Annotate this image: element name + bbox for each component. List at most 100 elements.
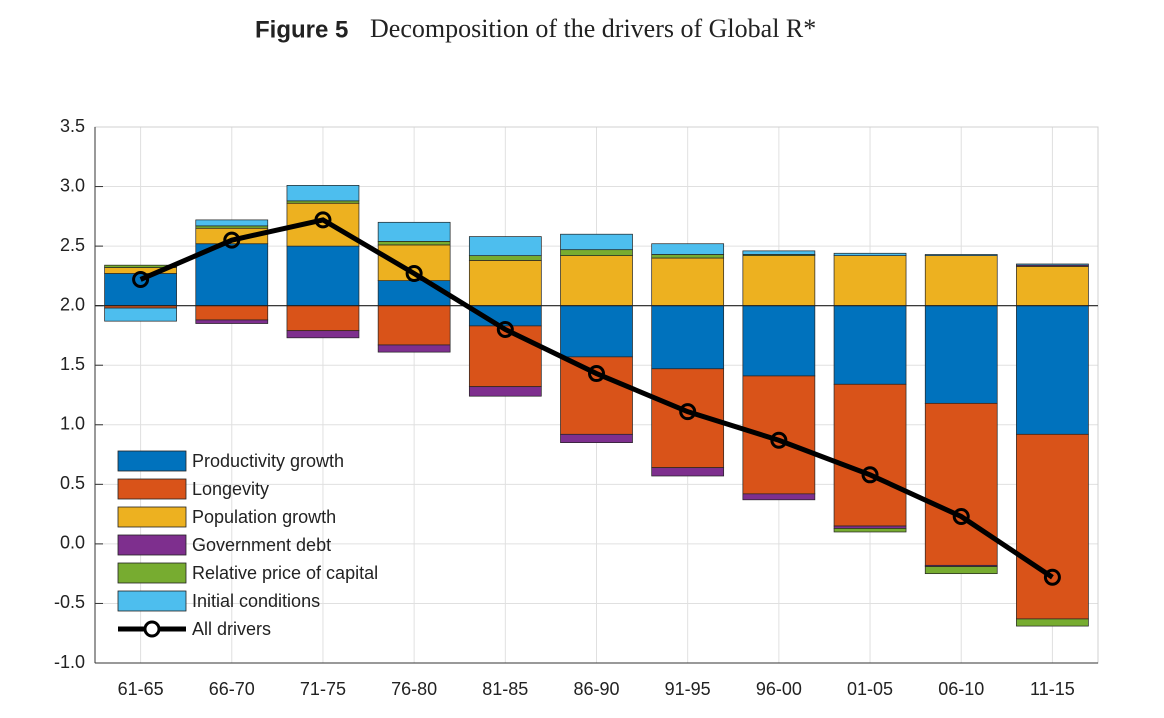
legend-swatch <box>117 506 187 528</box>
bar-segment <box>924 254 998 256</box>
x-tick-label: 06-10 <box>938 679 984 699</box>
line-marker <box>405 265 423 283</box>
bar-segment <box>924 566 998 575</box>
legend-swatch <box>117 590 187 612</box>
chart-title: Decomposition of the drivers of Global R… <box>370 14 816 43</box>
bar-segment <box>651 305 725 370</box>
line-marker <box>588 365 605 383</box>
bar-segment <box>286 245 360 307</box>
bar-segment <box>924 402 998 566</box>
line-marker <box>861 466 879 484</box>
bar-segment <box>651 257 725 307</box>
line-marker <box>314 211 332 229</box>
bar-segment <box>468 386 542 397</box>
line-marker <box>132 270 150 288</box>
y-tick-label: 1.0 <box>60 414 85 434</box>
x-tick-label: 86-90 <box>573 679 619 699</box>
legend-label: Population growth <box>192 507 336 527</box>
y-tick-label: -1.0 <box>54 652 85 672</box>
bar-segment <box>377 344 451 353</box>
bar-segment <box>560 233 633 251</box>
bar-segment <box>651 243 725 255</box>
line-marker <box>952 507 970 525</box>
bar-segment <box>833 252 907 256</box>
bar-segment <box>651 254 725 259</box>
bar-segment <box>286 305 360 332</box>
bar-segment <box>468 255 542 261</box>
line-series <box>139 217 1054 580</box>
bar-segment <box>286 185 360 202</box>
bar-segment <box>742 493 816 501</box>
bar-segment <box>651 467 725 477</box>
bar-segment <box>1016 433 1089 620</box>
x-tick-label: 11-15 <box>1030 679 1075 699</box>
x-tick-label: 81-85 <box>482 679 528 699</box>
line-marker <box>496 320 514 338</box>
legend-swatch <box>117 478 187 500</box>
bar-segment <box>377 280 451 307</box>
bar-segment <box>1016 305 1089 435</box>
bar-segment <box>924 305 998 404</box>
bar-segment <box>195 243 269 307</box>
bar-segment <box>286 200 360 204</box>
legend-label: Longevity <box>192 479 269 499</box>
y-tick-label: 2.0 <box>60 294 85 314</box>
line-marker <box>1043 568 1061 586</box>
bar-segment <box>924 255 998 307</box>
bar-segment <box>742 255 816 307</box>
bar-segment <box>560 249 633 256</box>
legend-swatch <box>117 562 187 584</box>
y-tick-label: 3.5 <box>60 116 85 136</box>
legend-label: Government debt <box>192 535 331 555</box>
bar-segment <box>742 305 816 377</box>
bar-segment <box>195 305 269 321</box>
bar-segment <box>833 255 907 307</box>
bar-segment <box>560 305 633 358</box>
line-marker <box>223 231 241 249</box>
y-tick-label: 1.5 <box>60 354 85 374</box>
bar-segment <box>195 319 269 324</box>
bar-segment <box>377 305 451 346</box>
line-marker <box>679 403 697 421</box>
y-tick-label: 0.0 <box>60 533 85 553</box>
bar-segment <box>1016 263 1089 266</box>
x-tick-label: 01-05 <box>847 679 893 699</box>
line-marker <box>770 431 788 449</box>
bar-segment <box>286 330 360 339</box>
x-tick-label: 96-00 <box>756 679 802 699</box>
bar-segment <box>833 525 907 529</box>
legend-label: Initial conditions <box>192 591 320 611</box>
bar-segment <box>560 255 633 307</box>
bar-segment <box>468 260 542 307</box>
legend-swatch <box>117 534 187 556</box>
bar-segment <box>742 250 816 255</box>
figure-label: Figure 5 <box>255 16 348 43</box>
bar-segment <box>195 225 269 229</box>
bar-segment <box>377 240 451 246</box>
legend-marker <box>143 620 161 638</box>
x-tick-label: 76-80 <box>391 679 437 699</box>
legend-label: All drivers <box>192 619 271 639</box>
y-tick-label: 0.5 <box>60 473 85 493</box>
legend-label: Relative price of capital <box>192 563 378 583</box>
x-tick-label: 91-95 <box>665 679 711 699</box>
x-tick-label: 71-75 <box>300 679 346 699</box>
x-tick-label: 66-70 <box>209 679 255 699</box>
bar-segment <box>1016 618 1089 627</box>
legend-label: Productivity growth <box>192 451 344 471</box>
bar-segment <box>468 236 542 256</box>
bar-segment <box>833 305 907 385</box>
bar-segment <box>195 219 269 227</box>
bar-segment <box>1016 266 1089 307</box>
y-tick-label: -0.5 <box>54 592 85 612</box>
bar-segment <box>560 356 633 435</box>
y-tick-label: 2.5 <box>60 235 85 255</box>
bar-segment <box>560 433 633 443</box>
y-tick-label: 3.0 <box>60 175 85 195</box>
bar-segment <box>104 307 177 322</box>
bar-segment <box>833 528 907 533</box>
bar-segment <box>377 221 451 242</box>
bar-segment <box>833 383 907 527</box>
legend-swatch <box>117 450 187 472</box>
